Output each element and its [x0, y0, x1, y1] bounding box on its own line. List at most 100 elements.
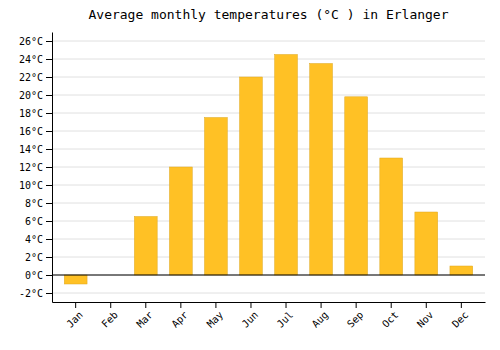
x-tick-mark: [75, 302, 76, 308]
y-tick: 12°C: [19, 162, 52, 173]
y-tick-label: 8°C: [25, 198, 43, 209]
x-tick-label: Jun: [240, 309, 261, 330]
x-tick-mark: [250, 302, 251, 308]
bar: [134, 217, 157, 276]
x-tick: Feb: [99, 302, 120, 330]
x-tick-label: Aug: [310, 309, 331, 330]
y-tick: -2°C: [19, 288, 52, 299]
grid-line: [52, 131, 485, 132]
y-tick-mark: [46, 293, 52, 294]
x-axis-line: [53, 302, 486, 303]
y-tick-mark: [46, 167, 52, 168]
bar: [169, 167, 192, 275]
x-tick: Sep: [345, 302, 366, 330]
bar: [240, 77, 263, 275]
title: Average monthly temperatures (°C ) in Er…: [88, 7, 448, 22]
bar: [345, 97, 368, 275]
grid: [52, 41, 485, 293]
x-tick-label: Jul: [275, 309, 296, 330]
grid-line: [52, 293, 485, 294]
x-tick: Jan: [64, 302, 85, 330]
y-tick-label: -2°C: [19, 288, 43, 299]
x-tick-mark: [180, 302, 181, 308]
x-tick: Jul: [275, 302, 296, 330]
x-tick: Mar: [134, 302, 155, 330]
y-tick-mark: [46, 131, 52, 132]
y-tick-label: 18°C: [19, 108, 43, 119]
y-tick: 16°C: [19, 126, 52, 137]
y-tick: 2°C: [25, 252, 52, 263]
grid-line: [52, 41, 485, 42]
x-axis: Jan Feb Mar Apr May Jun Jul Aug Sep Oct Nov Dec: [53, 302, 486, 330]
y-tick-mark: [46, 149, 52, 150]
y-tick-mark: [46, 239, 52, 240]
grid-line: [52, 185, 485, 186]
grid-line: [52, 113, 485, 114]
y-tick-mark: [46, 113, 52, 114]
x-tick-mark: [321, 302, 322, 308]
x-tick-label: Oct: [380, 309, 401, 330]
y-tick: 20°C: [19, 90, 52, 101]
x-tick: Oct: [380, 302, 401, 330]
y-tick-label: 26°C: [19, 36, 43, 47]
x-tick: Dec: [450, 302, 471, 330]
x-tick-label: Dec: [450, 309, 471, 330]
y-tick-mark: [46, 59, 52, 60]
y-tick-mark: [46, 203, 52, 204]
bar: [450, 266, 473, 275]
bar: [380, 158, 403, 275]
y-tick: 14°C: [19, 144, 52, 155]
x-tick-label: Jan: [64, 309, 85, 330]
y-tick-label: 2°C: [25, 252, 43, 263]
y-tick: 0°C: [25, 270, 52, 281]
y-tick-label: 20°C: [19, 90, 43, 101]
y-tick-label: 4°C: [25, 234, 43, 245]
grid-line: [52, 149, 485, 150]
y-tick-label: 12°C: [19, 162, 43, 173]
x-tick-label: Apr: [169, 309, 190, 330]
x-tick: Nov: [415, 302, 436, 330]
x-tick-label: May: [205, 309, 226, 330]
x-tick-mark: [145, 302, 146, 308]
y-tick-label: 24°C: [19, 54, 43, 65]
x-tick-mark: [426, 302, 427, 308]
bars: [64, 55, 472, 285]
y-tick-label: 6°C: [25, 216, 43, 227]
x-tick-label: Feb: [99, 309, 120, 330]
y-tick: 24°C: [19, 54, 52, 65]
y-tick-label: 0°C: [25, 270, 43, 281]
bar: [205, 118, 228, 276]
x-tick: Jun: [240, 302, 261, 330]
grid-line: [52, 77, 485, 78]
grid-line: [52, 275, 485, 276]
bar: [64, 275, 87, 284]
x-tick-mark: [391, 302, 392, 308]
y-tick-label: 14°C: [19, 144, 43, 155]
y-tick: 4°C: [25, 234, 52, 245]
y-tick-label: 22°C: [19, 72, 43, 83]
y-tick: 22°C: [19, 72, 52, 83]
y-tick-mark: [46, 275, 52, 276]
x-tick-label: Nov: [415, 309, 436, 330]
x-tick: Apr: [169, 302, 190, 330]
y-tick-mark: [46, 77, 52, 78]
x-tick-mark: [215, 302, 216, 308]
x-tick-mark: [110, 302, 111, 308]
y-tick-label: 16°C: [19, 126, 43, 137]
y-tick: 26°C: [19, 36, 52, 47]
y-tick: 8°C: [25, 198, 52, 209]
y-tick-label: 10°C: [19, 180, 43, 191]
grid-line: [52, 59, 485, 60]
grid-line: [52, 95, 485, 96]
zero-line: [52, 274, 485, 275]
x-tick-label: Mar: [134, 309, 155, 330]
x-tick-label: Sep: [345, 309, 366, 330]
x-tick-mark: [461, 302, 462, 308]
y-tick-mark: [46, 221, 52, 222]
bar: [415, 212, 438, 275]
bar: [275, 55, 298, 276]
y-axis-line: [52, 33, 53, 303]
y-tick-mark: [46, 257, 52, 258]
y-tick-mark: [46, 41, 52, 42]
bar: [310, 64, 333, 276]
